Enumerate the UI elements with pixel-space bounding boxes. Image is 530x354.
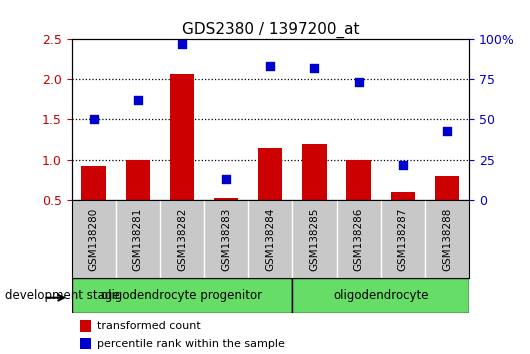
Text: GSM138283: GSM138283 (221, 207, 231, 271)
Bar (391, 192, 415, 200)
Text: GSM138288: GSM138288 (442, 207, 452, 271)
Text: GSM138281: GSM138281 (133, 207, 143, 271)
Bar (126, 160, 150, 200)
Point (134, 97, 142, 103)
Point (90, 117, 98, 122)
Text: GSM138285: GSM138285 (310, 207, 320, 271)
Bar (302, 144, 326, 200)
Bar (80, 320, 92, 332)
Bar (347, 160, 371, 200)
Point (222, 176, 231, 182)
Point (266, 63, 275, 69)
Point (355, 80, 363, 85)
Text: percentile rank within the sample: percentile rank within the sample (98, 339, 285, 349)
Title: GDS2380 / 1397200_at: GDS2380 / 1397200_at (182, 21, 359, 38)
Bar (258, 148, 282, 200)
Bar (293, 278, 469, 313)
Text: transformed count: transformed count (98, 321, 201, 331)
Bar (72, 278, 293, 313)
Text: GSM138282: GSM138282 (177, 207, 187, 271)
Text: oligodendrocyte: oligodendrocyte (333, 289, 428, 302)
Text: GSM138284: GSM138284 (266, 207, 275, 271)
Text: oligodendrocyte progenitor: oligodendrocyte progenitor (101, 289, 262, 302)
Text: GSM138287: GSM138287 (398, 207, 408, 271)
Point (310, 65, 319, 71)
Bar (80, 338, 92, 349)
Point (178, 41, 186, 47)
Bar (214, 198, 238, 200)
Bar (435, 176, 459, 200)
Text: development stage: development stage (5, 289, 120, 302)
Text: GSM138280: GSM138280 (89, 207, 99, 270)
Point (443, 128, 451, 133)
Bar (82, 166, 106, 200)
Bar (170, 74, 194, 200)
Point (399, 162, 407, 167)
Text: GSM138286: GSM138286 (354, 207, 364, 271)
